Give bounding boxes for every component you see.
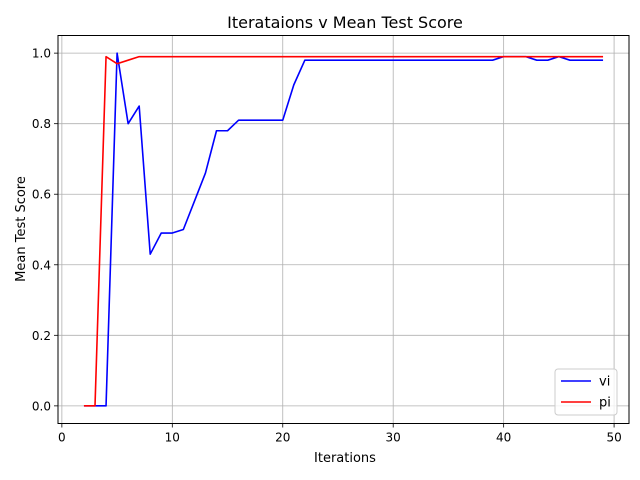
x-tick-label: 40 [496, 431, 511, 445]
y-tick-label: 0.2 [32, 329, 51, 343]
y-tick-label: 0.0 [32, 399, 51, 413]
legend: vi pi [554, 368, 618, 416]
y-tick-label: 0.6 [32, 188, 51, 202]
y-axis-label: Mean Test Score [14, 176, 29, 282]
series-line-pi [83, 55, 604, 407]
y-tick-label: 0.8 [32, 117, 51, 131]
axes-frame [57, 35, 630, 424]
x-tick-label: 0 [58, 431, 66, 445]
legend-label-pi: pi [599, 396, 611, 411]
legend-label-vi: vi [599, 375, 610, 390]
x-tick-label: 50 [606, 431, 621, 445]
series-lines [83, 52, 604, 407]
chart-title: Iterataions v Mean Test Score [227, 13, 463, 32]
x-axis-label: Iterations [314, 451, 376, 466]
grid [58, 35, 629, 424]
x-tick-label: 20 [275, 431, 290, 445]
x-tick-label: 10 [165, 431, 180, 445]
y-tick-label: 1.0 [32, 47, 51, 61]
y-tick-label: 0.4 [32, 258, 51, 272]
axis-ticks: 0 10 20 30 40 50 0.0 0.2 0.4 0.6 0.8 1.0 [32, 47, 622, 445]
x-tick-label: 30 [386, 431, 401, 445]
